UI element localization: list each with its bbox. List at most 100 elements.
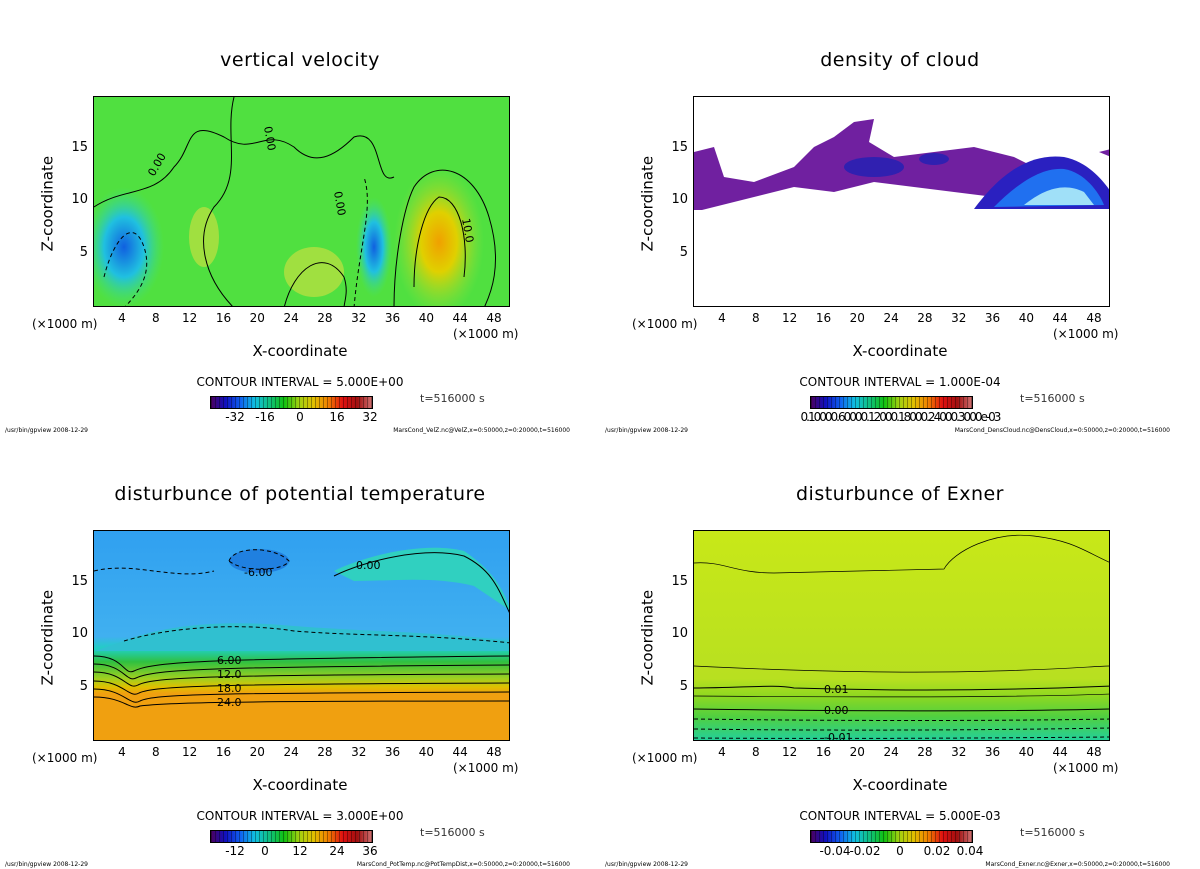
x-tick-label: 28: [317, 311, 333, 325]
x-unit-right: (×1000 m): [1053, 327, 1119, 341]
colorbar-tick: 32: [362, 410, 378, 424]
y-tick-label: 10: [671, 626, 688, 641]
colorbar-tick-labels: 0.10000.60000.12000.18000.24000.3000e-03: [800, 410, 1002, 424]
footer-source: MarsCond_VelZ.nc@VelZ,x=0:50000,z=0:2000…: [393, 427, 570, 434]
x-tick-label: 28: [917, 311, 933, 325]
panel-title: disturbunce of potential temperature: [114, 483, 486, 505]
contour-interval: CONTOUR INTERVAL = 5.000E-03: [799, 809, 1001, 823]
contour-label: -0.01: [824, 731, 852, 741]
y-tick-label: 5: [679, 245, 688, 260]
x-tick-label: 20: [249, 311, 265, 325]
field-map: 0.00 0.00 0.00 10.0: [94, 97, 509, 306]
x-tick-label: 20: [849, 311, 865, 325]
x-unit-left: (×1000 m): [632, 751, 698, 765]
x-tick-label: 24: [883, 745, 899, 759]
y-tick-label: 10: [71, 626, 88, 641]
contour-label: 0.00: [356, 559, 381, 572]
x-axis-label: X-coordinate: [852, 342, 948, 360]
colorbar-tick: 0: [896, 844, 904, 858]
x-tick-label: 32: [951, 745, 967, 759]
x-tick-label: 40: [418, 311, 434, 325]
x-tick-label: 4: [718, 311, 726, 325]
time-label: t=516000 s: [420, 392, 485, 405]
panel-title: vertical velocity: [220, 49, 380, 71]
y-tick-label: 10: [71, 192, 88, 207]
x-tick-label: 4: [118, 745, 126, 759]
x-axis-label: X-coordinate: [852, 776, 948, 794]
x-unit-right: (×1000 m): [453, 327, 519, 341]
field-map: 0.00 -6.00 6.00 12.0 18.0 24.0: [94, 531, 509, 740]
y-tick-label: 15: [71, 140, 88, 155]
y-tick-label: 5: [79, 245, 88, 260]
panel-ptemp: disturbunce of potential temperature 0.0…: [0, 434, 600, 868]
colorbar-tick: 12: [292, 844, 308, 858]
contour-label: 10.0: [459, 217, 476, 243]
contour-interval: CONTOUR INTERVAL = 1.000E-04: [799, 375, 1001, 389]
y-axis-label: Z-coordinate: [38, 589, 57, 686]
x-tick-label: 44: [1052, 311, 1068, 325]
x-unit-left: (×1000 m): [32, 317, 98, 331]
footer-program: /usr/bin/gpview 2008-12-29: [605, 861, 688, 868]
x-unit-left: (×1000 m): [632, 317, 698, 331]
colorbar-tick: -32: [225, 410, 245, 424]
x-axis-label: X-coordinate: [252, 776, 348, 794]
x-tick-label: 36: [384, 745, 401, 759]
footer-source: MarsCond_DensCloud.nc@DensCloud,x=0:5000…: [954, 427, 1170, 434]
y-tick-label: 15: [671, 574, 688, 589]
x-tick-label: 48: [486, 311, 502, 325]
panel-title: disturbunce of Exner: [795, 483, 1004, 505]
x-tick-label: 36: [384, 311, 401, 325]
colorbar-tick: 0: [296, 410, 304, 424]
time-label: t=516000 s: [1020, 392, 1085, 405]
x-tick-label: 40: [418, 745, 434, 759]
colorbar-tick: -0.02: [849, 844, 881, 858]
contour-label: 24.0: [217, 696, 242, 709]
panel-cloud: density of cloud 5 10 15 4 8 12 16 20 24 28 32 36 40…: [600, 0, 1200, 434]
contour-interval: CONTOUR INTERVAL = 5.000E+00: [196, 375, 404, 389]
x-tick-label: 32: [351, 311, 367, 325]
x-tick-label: 12: [181, 311, 198, 325]
x-tick-label: 36: [984, 745, 1001, 759]
x-tick-label: 40: [1018, 311, 1034, 325]
footer-source: MarsCond_PotTemp.nc@PotTempDist,x=0:5000…: [356, 861, 570, 868]
x-tick-label: 48: [1086, 745, 1102, 759]
x-tick-label: 28: [917, 745, 933, 759]
colorbar-tick: 24: [329, 844, 345, 858]
x-tick-label: 8: [751, 745, 760, 759]
x-tick-label: 44: [452, 311, 468, 325]
y-axis-label: Z-coordinate: [38, 155, 57, 252]
footer-program: /usr/bin/gpview 2008-12-29: [5, 861, 88, 868]
colorbar: [210, 396, 373, 409]
x-tick-label: 48: [1086, 311, 1102, 325]
plot-area: 0.00 -6.00 6.00 12.0 18.0 24.0: [93, 530, 510, 741]
x-tick-label: 12: [781, 311, 798, 325]
panel-exner: disturbunce of Exner 0.01 0.00 -0.01 5 10 1…: [600, 434, 1200, 868]
contour-label: 18.0: [217, 682, 242, 695]
x-tick-label: 24: [283, 745, 299, 759]
footer-program: /usr/bin/gpview 2008-12-29: [5, 427, 88, 434]
y-tick-label: 10: [671, 192, 688, 207]
contour-label: 0.01: [824, 683, 849, 696]
colorbar-tick: 0.04: [956, 844, 984, 858]
panel-velz: vertical velocity 0.00 0.00 0.00 10.0 5 10…: [0, 0, 600, 434]
time-label: t=516000 s: [420, 826, 485, 839]
contour-label: 0.00: [824, 704, 849, 717]
y-axis-label: Z-coordinate: [638, 589, 657, 686]
x-tick-label: 8: [751, 311, 760, 325]
x-axis-label: X-coordinate: [252, 342, 348, 360]
y-tick-label: 5: [679, 679, 688, 694]
time-label: t=516000 s: [1020, 826, 1085, 839]
plot-area: 0.00 0.00 0.00 10.0: [93, 96, 510, 307]
footer-program: /usr/bin/gpview 2008-12-29: [605, 427, 688, 434]
x-tick-label: 24: [883, 311, 899, 325]
contour-label: 12.0: [217, 668, 242, 681]
x-unit-left: (×1000 m): [32, 751, 98, 765]
x-tick-label: 16: [815, 745, 832, 759]
contour-label: -6.00: [244, 566, 272, 579]
contour-label: 6.00: [217, 654, 242, 667]
x-tick-label: 44: [452, 745, 468, 759]
x-tick-label: 16: [215, 311, 232, 325]
x-tick-label: 16: [815, 311, 832, 325]
x-tick-label: 44: [1052, 745, 1068, 759]
x-unit-right: (×1000 m): [453, 761, 519, 775]
